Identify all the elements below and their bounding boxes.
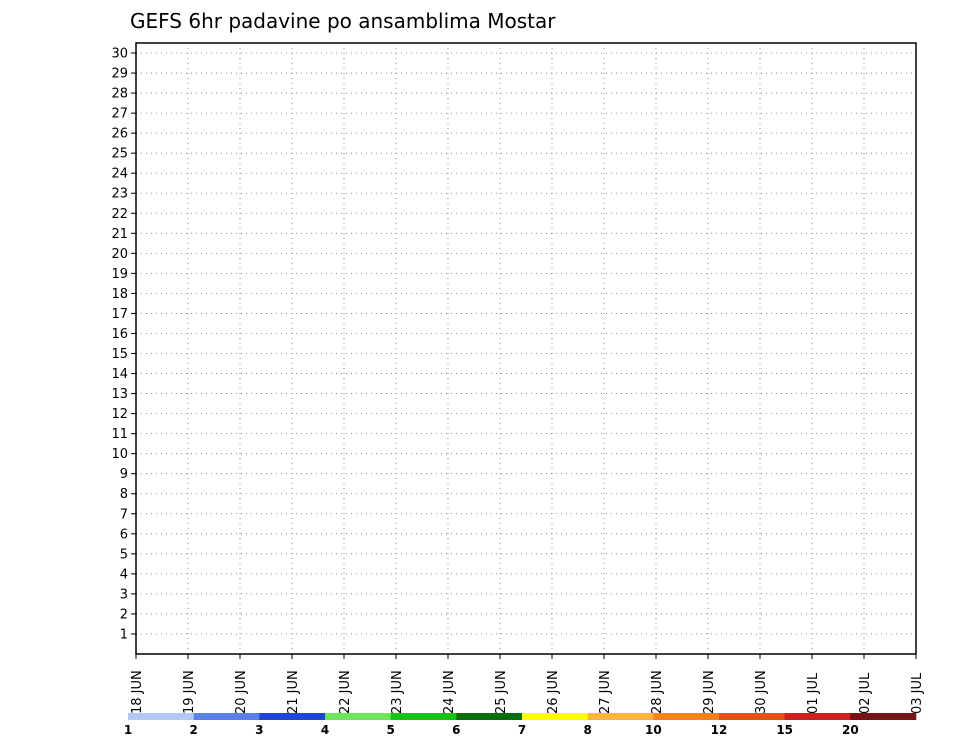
legend-swatch bbox=[850, 713, 917, 720]
x-axis-ticks: 18 JUN 19 JUN 20 JUN 21 JUN 22 JUN 23 JUN 24 J… bbox=[130, 654, 925, 714]
y-tick-label: 7 bbox=[120, 507, 128, 522]
legend-swatch bbox=[719, 713, 785, 720]
y-tick-label: 19 bbox=[111, 267, 128, 282]
x-tick-label: 20 JUN bbox=[234, 670, 249, 714]
legend-swatch bbox=[653, 713, 720, 720]
y-tick-label: 13 bbox=[111, 387, 128, 402]
legend-label: 6 bbox=[452, 723, 460, 737]
y-tick-label: 22 bbox=[111, 207, 128, 222]
x-tick-label: 22 JUN bbox=[338, 670, 353, 714]
legend-swatch bbox=[325, 713, 391, 720]
x-tick-label: 19 JUN bbox=[182, 670, 197, 714]
x-tick-label: 24 JUN bbox=[442, 670, 457, 714]
legend-label: 8 bbox=[583, 723, 591, 737]
legend-swatch bbox=[456, 713, 523, 720]
legend-label: 3 bbox=[255, 723, 263, 737]
y-tick-label: 17 bbox=[111, 307, 128, 322]
y-tick-label: 30 bbox=[111, 47, 128, 62]
x-tick-label: 21 JUN bbox=[286, 670, 301, 714]
y-axis-ticks: 1234567891011121314151617181920212223242… bbox=[111, 47, 136, 642]
legend-label: 7 bbox=[518, 723, 526, 737]
y-tick-label: 29 bbox=[111, 67, 128, 82]
x-tick-label: 01 JUL bbox=[806, 672, 821, 714]
y-tick-label: 2 bbox=[120, 607, 128, 622]
y-tick-label: 24 bbox=[111, 167, 128, 182]
y-tick-label: 1 bbox=[120, 627, 128, 642]
y-tick-label: 5 bbox=[120, 547, 128, 562]
y-tick-label: 26 bbox=[111, 127, 128, 142]
legend-swatch bbox=[522, 713, 588, 720]
plot-frame bbox=[135, 42, 917, 655]
y-tick-label: 16 bbox=[111, 327, 128, 342]
y-tick-label: 20 bbox=[111, 247, 128, 262]
x-tick-label: 03 JUL bbox=[910, 672, 925, 714]
x-tick-label: 27 JUN bbox=[598, 670, 613, 714]
legend-swatch bbox=[259, 713, 326, 720]
legend-label: 10 bbox=[645, 723, 662, 737]
y-tick-label: 11 bbox=[111, 427, 128, 442]
x-tick-label: 25 JUN bbox=[494, 670, 509, 714]
legend-label: 12 bbox=[711, 723, 728, 737]
legend-label: 1 bbox=[124, 723, 132, 737]
x-tick-label: 29 JUN bbox=[702, 670, 717, 714]
y-tick-label: 28 bbox=[111, 87, 128, 102]
y-tick-label: 10 bbox=[111, 447, 128, 462]
y-tick-label: 4 bbox=[120, 567, 128, 582]
legend-label: 2 bbox=[189, 723, 197, 737]
y-tick-label: 14 bbox=[111, 367, 128, 382]
y-tick-label: 9 bbox=[120, 467, 128, 482]
legend-swatch bbox=[128, 713, 194, 720]
x-tick-label: 28 JUN bbox=[650, 670, 665, 714]
x-tick-label: 02 JUL bbox=[858, 672, 873, 714]
y-tick-label: 15 bbox=[111, 347, 128, 362]
legend-swatch bbox=[193, 713, 260, 720]
x-tick-label: 26 JUN bbox=[546, 670, 561, 714]
x-tick-label: 30 JUN bbox=[754, 670, 769, 714]
legend-swatch bbox=[784, 713, 851, 720]
y-tick-label: 6 bbox=[120, 527, 128, 542]
legend-label: 20 bbox=[842, 723, 859, 737]
legend-label: 4 bbox=[321, 723, 329, 737]
legend-label: 15 bbox=[776, 723, 793, 737]
y-tick-label: 25 bbox=[111, 147, 128, 162]
gridlines bbox=[136, 43, 916, 654]
y-tick-label: 27 bbox=[111, 107, 128, 122]
x-tick-label: 18 JUN bbox=[130, 670, 145, 714]
color-legend: 1 2 3 4 5 6 7 8 10 12 15 20 bbox=[124, 713, 917, 737]
x-tick-label: 23 JUN bbox=[390, 670, 405, 714]
y-tick-label: 3 bbox=[120, 587, 128, 602]
y-tick-label: 18 bbox=[111, 287, 128, 302]
legend-swatch bbox=[390, 713, 457, 720]
legend-swatch bbox=[587, 713, 654, 720]
y-tick-label: 23 bbox=[111, 187, 128, 202]
y-tick-label: 21 bbox=[111, 227, 128, 242]
y-tick-label: 8 bbox=[120, 487, 128, 502]
chart-title: GEFS 6hr padavine po ansamblima Mostar bbox=[130, 9, 556, 33]
legend-label: 5 bbox=[386, 723, 394, 737]
y-tick-label: 12 bbox=[111, 407, 128, 422]
